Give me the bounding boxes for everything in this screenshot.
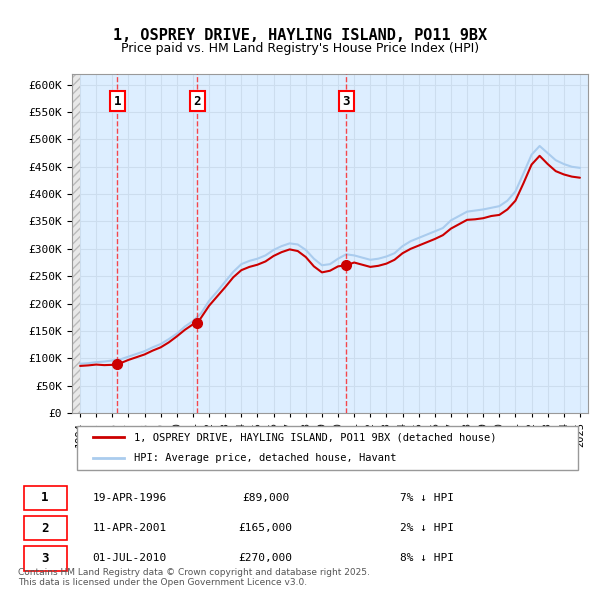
Text: 2% ↓ HPI: 2% ↓ HPI	[400, 523, 454, 533]
Text: £165,000: £165,000	[238, 523, 292, 533]
Text: 3: 3	[343, 94, 350, 107]
Text: 19-APR-1996: 19-APR-1996	[92, 493, 167, 503]
FancyBboxPatch shape	[23, 486, 67, 510]
Text: 1: 1	[113, 94, 121, 107]
Text: 8% ↓ HPI: 8% ↓ HPI	[400, 553, 454, 563]
Bar	[72, 74, 80, 413]
Text: 3: 3	[41, 552, 49, 565]
Text: 1, OSPREY DRIVE, HAYLING ISLAND, PO11 9BX (detached house): 1, OSPREY DRIVE, HAYLING ISLAND, PO11 9B…	[134, 432, 496, 442]
Text: Price paid vs. HM Land Registry's House Price Index (HPI): Price paid vs. HM Land Registry's House …	[121, 42, 479, 55]
FancyBboxPatch shape	[23, 546, 67, 571]
Text: £270,000: £270,000	[238, 553, 292, 563]
Text: 11-APR-2001: 11-APR-2001	[92, 523, 167, 533]
Text: 01-JUL-2010: 01-JUL-2010	[92, 553, 167, 563]
FancyBboxPatch shape	[23, 516, 67, 540]
Text: 7% ↓ HPI: 7% ↓ HPI	[400, 493, 454, 503]
Text: 1: 1	[41, 491, 49, 504]
Text: 1, OSPREY DRIVE, HAYLING ISLAND, PO11 9BX: 1, OSPREY DRIVE, HAYLING ISLAND, PO11 9B…	[113, 28, 487, 43]
Text: £89,000: £89,000	[242, 493, 289, 503]
Text: HPI: Average price, detached house, Havant: HPI: Average price, detached house, Hava…	[134, 454, 397, 464]
Text: 2: 2	[41, 522, 49, 535]
Text: 2: 2	[194, 94, 201, 107]
Text: Contains HM Land Registry data © Crown copyright and database right 2025.
This d: Contains HM Land Registry data © Crown c…	[18, 568, 370, 587]
FancyBboxPatch shape	[77, 425, 578, 470]
